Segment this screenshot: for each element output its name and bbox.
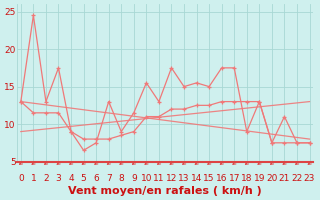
X-axis label: Vent moyen/en rafales ( km/h ): Vent moyen/en rafales ( km/h ) (68, 186, 262, 196)
